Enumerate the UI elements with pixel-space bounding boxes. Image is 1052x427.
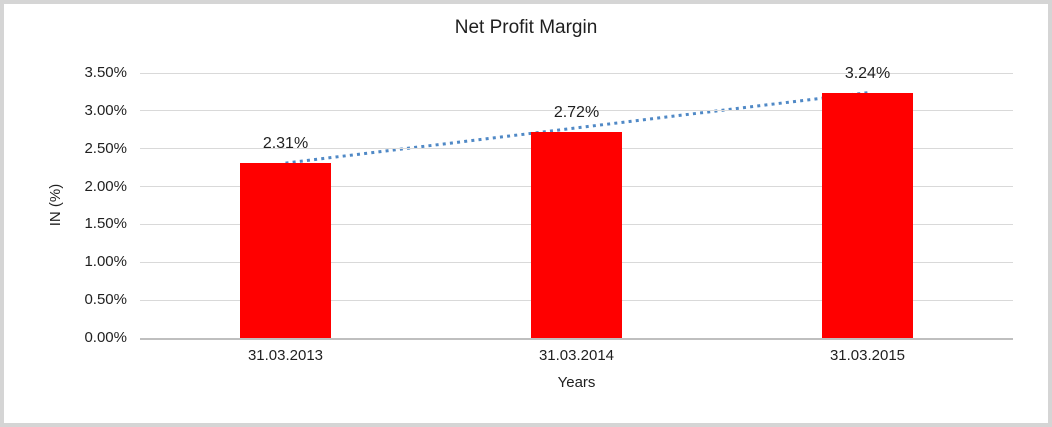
bar xyxy=(822,92,913,338)
bar xyxy=(240,163,331,338)
y-tick-label: 2.50% xyxy=(84,139,127,157)
y-tick-label: 3.00% xyxy=(84,101,127,119)
y-tick-label: 2.00% xyxy=(84,177,127,195)
x-tick-label: 31.03.2013 xyxy=(247,347,324,364)
bar-data-label: 2.31% xyxy=(262,135,309,153)
gridline xyxy=(140,110,1013,112)
y-tick-label: 0.00% xyxy=(84,329,127,346)
gridline xyxy=(140,72,1013,74)
y-tick-label: 0.50% xyxy=(84,291,127,309)
y-tick-label: 1.50% xyxy=(84,215,127,233)
bar-data-label: 3.24% xyxy=(844,64,891,82)
x-axis-title: Years xyxy=(557,374,596,391)
bar xyxy=(531,132,622,338)
y-tick-label: 1.00% xyxy=(84,253,127,271)
chart-title: Net Profit Margin xyxy=(454,17,598,38)
x-tick-label: 31.03.2015 xyxy=(829,347,906,364)
x-axis-line xyxy=(140,338,1013,340)
y-tick-label: 3.50% xyxy=(84,64,127,81)
bar-data-label: 2.72% xyxy=(553,104,600,122)
x-tick-label: 31.03.2014 xyxy=(538,347,615,364)
y-axis-title: IN (%) xyxy=(47,183,64,227)
